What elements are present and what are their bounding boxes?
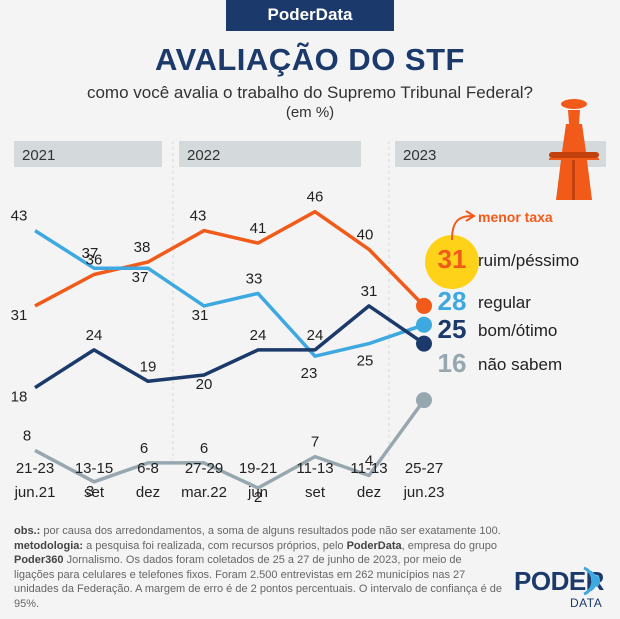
data-label: 40 <box>357 226 374 243</box>
data-label: 31 <box>192 307 209 324</box>
data-label: 23 <box>301 365 318 382</box>
data-label: 18 <box>11 389 28 406</box>
data-label: 37 <box>82 245 99 262</box>
series-line-bom <box>34 304 425 390</box>
data-label: 31 <box>361 283 378 300</box>
data-label: 41 <box>250 220 267 237</box>
x-tick-bottom: jun.23 <box>403 484 445 501</box>
x-tick-top: 21-23 <box>16 460 54 477</box>
justice-statue-icon <box>549 99 599 200</box>
x-tick-bottom: jun <box>247 484 268 501</box>
data-label: 6 <box>200 440 208 457</box>
data-label: 43 <box>190 208 207 225</box>
x-tick-bottom: dez <box>357 484 381 501</box>
chart-subtitle: como você avalia o trabalho do Supremo T… <box>86 83 534 102</box>
unit-label: (em %) <box>285 104 335 121</box>
series-line-naosabem <box>34 399 426 490</box>
data-label: 37 <box>132 269 149 286</box>
x-tick-top: 11-13 <box>350 460 387 477</box>
data-label: 6 <box>140 440 148 457</box>
data-label: 24 <box>86 327 103 344</box>
data-label: 38 <box>134 239 151 256</box>
year-bar-2022 <box>179 141 361 167</box>
end-value-ruim: 31 <box>438 244 467 274</box>
series-name-bom: bom/ótimo <box>478 321 557 340</box>
series-line-regular <box>34 229 425 358</box>
brand-tab: PoderData <box>226 0 394 31</box>
end-value-naosabem: 16 <box>438 348 467 378</box>
data-label: 43 <box>11 208 28 225</box>
data-label: 24 <box>250 327 267 344</box>
end-point-bom <box>416 335 432 352</box>
data-label: 7 <box>311 434 319 451</box>
end-value-bom: 25 <box>438 314 467 344</box>
end-point-regular <box>416 316 432 333</box>
menor-taxa-annotation: menor taxa <box>451 209 553 241</box>
end-point-naosabem <box>416 392 432 409</box>
x-tick-top: 11-13 <box>296 460 333 477</box>
data-label: 33 <box>246 270 263 287</box>
poderdata-logo: PODER DATA <box>512 562 608 612</box>
x-tick-bottom: jun.21 <box>14 484 56 501</box>
annotation-text: menor taxa <box>478 209 553 225</box>
data-label: 8 <box>23 427 31 444</box>
year-label: 2021 <box>22 147 55 164</box>
logo-rays-icon <box>583 566 601 596</box>
data-label: 20 <box>196 376 213 393</box>
x-tick-top: 27-29 <box>185 460 223 477</box>
highlight-circle <box>425 235 479 289</box>
series-name-regular: regular <box>478 293 531 312</box>
chart-title: AVALIAÇÃO DO STF <box>155 42 465 77</box>
end-value-regular: 28 <box>438 286 467 316</box>
x-tick-top: 25-27 <box>405 460 443 477</box>
data-label: 31 <box>11 307 28 324</box>
footnote: obs.: por causa dos arredondamentos, a s… <box>14 525 502 610</box>
series-name-ruim: ruim/péssimo <box>478 251 579 270</box>
x-tick-bottom: mar.22 <box>181 484 227 501</box>
x-tick-bottom: dez <box>136 484 160 501</box>
x-tick-bottom: set <box>305 484 326 501</box>
year-bar-2021 <box>14 141 162 167</box>
x-tick-top: 19-21 <box>239 460 277 477</box>
series-line-ruim <box>34 209 426 308</box>
x-tick-bottom: set <box>84 484 105 501</box>
data-label: 36 <box>86 252 103 269</box>
data-label: 24 <box>307 327 324 344</box>
end-point-ruim <box>416 297 432 314</box>
x-tick-top: 6-8 <box>137 460 159 477</box>
data-label: 46 <box>307 189 324 206</box>
data-label: 4 <box>365 452 373 469</box>
year-label: 2022 <box>187 147 220 164</box>
data-label: 19 <box>140 358 157 375</box>
x-tick-top: 13-15 <box>75 460 113 477</box>
line-chart: 2021 2022 2023 313638434146404337373133232… <box>11 99 606 506</box>
data-label: 3 <box>86 483 94 500</box>
series-name-naosabem: não sabem <box>478 355 562 374</box>
data-label: 25 <box>357 353 374 370</box>
year-label: 2023 <box>403 147 436 164</box>
data-label: 2 <box>254 489 262 506</box>
